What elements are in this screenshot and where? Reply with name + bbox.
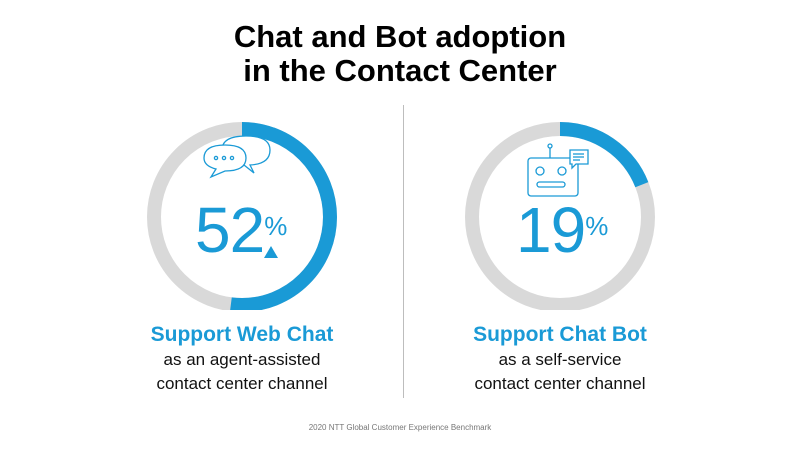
chat-bot-ring [465,122,655,310]
web-chat-label: Support Web Chat as an agent-assisted co… [92,322,392,396]
divider [403,105,404,398]
panel-heading: Support Web Chat [150,323,334,346]
value-number: 52 [195,194,265,266]
panel-subtext: as an agent-assisted [163,350,321,369]
chat-bubbles-icon [203,135,271,179]
up-triangle-icon [264,246,278,258]
ring-progress [465,122,655,310]
source-footer: 2020 NTT Global Customer Experience Benc… [308,423,492,432]
web-chat-percentage: 52% [195,198,287,262]
panel-subtext: as a self-service [498,350,622,369]
chat-bot-label: Support Chat Bot as a self-service conta… [410,322,710,396]
web-chat-ring [147,122,337,310]
title-line-2: in the Contact Center [243,53,557,88]
percent-sign: % [264,211,287,241]
page-title: Chat and Bot adoption in the Contact Cen… [0,20,800,88]
panel-heading: Support Chat Bot [473,323,647,346]
ring-progress [147,122,337,310]
value-number: 19 [516,194,586,266]
chatbot-robot-icon [527,143,589,197]
title-line-1: Chat and Bot adoption [233,19,567,54]
panel-subtext: contact center channel [474,374,646,393]
percent-sign: % [585,211,608,241]
panel-subtext: contact center channel [156,374,328,393]
chat-bot-percentage: 19% [516,198,608,262]
